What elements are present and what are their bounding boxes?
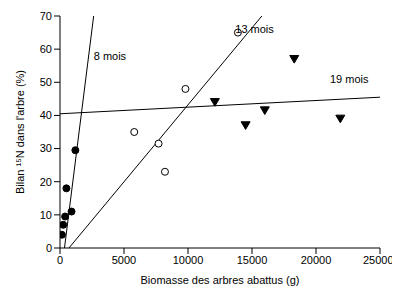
svg-text:5000: 5000: [112, 254, 136, 266]
svg-text:Biomasse des arbres abattus (g: Biomasse des arbres abattus (g): [141, 274, 300, 286]
svg-text:70: 70: [40, 10, 52, 22]
svg-text:25000: 25000: [363, 254, 392, 266]
svg-text:Bilan ¹⁵N dans l'arbre (%): Bilan ¹⁵N dans l'arbre (%): [14, 70, 26, 194]
svg-text:8 mois: 8 mois: [94, 50, 127, 62]
svg-text:0: 0: [57, 254, 63, 266]
svg-text:30: 30: [40, 142, 52, 154]
svg-text:13 mois: 13 mois: [235, 23, 274, 35]
svg-text:19 mois: 19 mois: [330, 73, 369, 85]
svg-text:0: 0: [46, 242, 52, 254]
svg-text:10000: 10000: [173, 254, 204, 266]
svg-text:60: 60: [40, 43, 52, 55]
svg-text:50: 50: [40, 76, 52, 88]
svg-text:20000: 20000: [301, 254, 332, 266]
svg-text:20: 20: [40, 176, 52, 188]
svg-text:15000: 15000: [237, 254, 268, 266]
svg-text:40: 40: [40, 109, 52, 121]
svg-text:10: 10: [40, 209, 52, 221]
